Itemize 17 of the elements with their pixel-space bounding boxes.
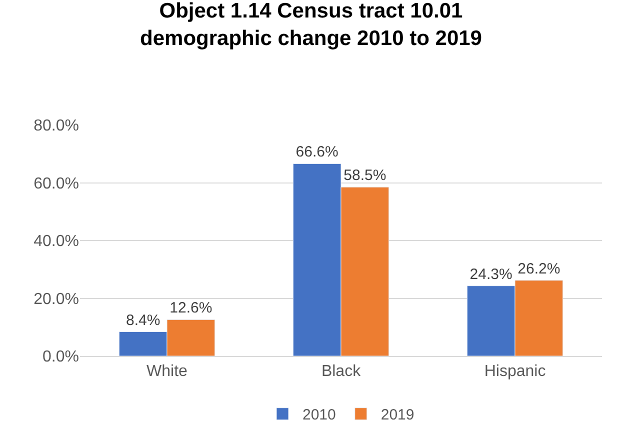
y-tick-label: 80.0% bbox=[34, 118, 79, 135]
data-label: 24.3% bbox=[470, 266, 512, 283]
x-tick-label: Black bbox=[321, 363, 362, 380]
y-tick-label: 60.0% bbox=[34, 175, 79, 192]
legend-label: 2019 bbox=[380, 406, 414, 424]
y-tick-label: 40.0% bbox=[34, 233, 79, 250]
y-tick-label: 20.0% bbox=[34, 290, 79, 308]
data-label: 8.4% bbox=[126, 312, 160, 329]
data-label: 58.5% bbox=[344, 167, 386, 184]
x-tick-label: Hispanic bbox=[484, 363, 546, 380]
legend-label: 2010 bbox=[302, 406, 336, 424]
x-tick-label: White bbox=[146, 363, 188, 380]
chart-title: Object 1.14 Census tract 10.01 demographic change 2010 to 2019 bbox=[140, 0, 482, 50]
y-tick-label: 0.0% bbox=[42, 348, 79, 366]
data-label: 66.6% bbox=[296, 144, 338, 161]
data-label: 12.6% bbox=[170, 300, 212, 317]
data-label: 26.2% bbox=[518, 260, 560, 278]
